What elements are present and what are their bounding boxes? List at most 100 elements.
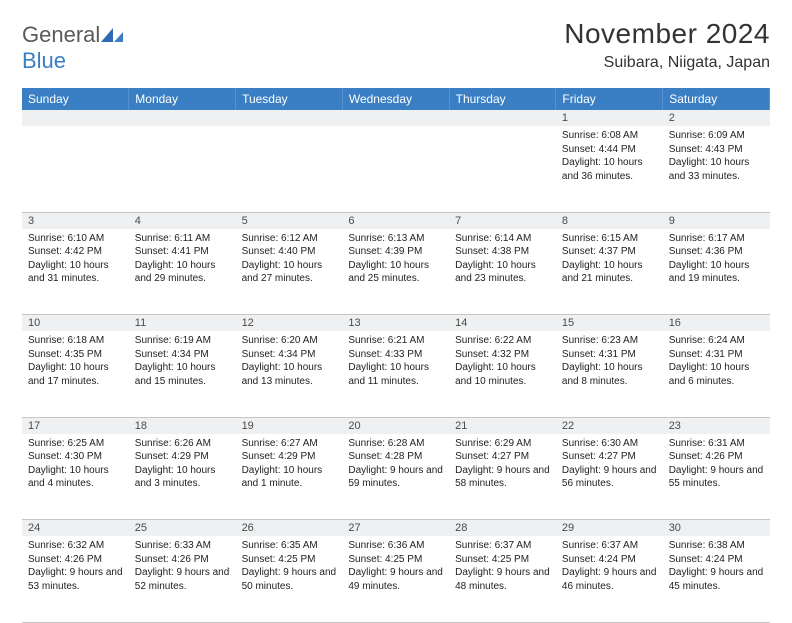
title-block: November 2024 Suibara, Niigata, Japan (564, 18, 770, 72)
day-number: 8 (556, 213, 663, 229)
daynum-cell: 9 (663, 212, 770, 229)
day-cell: Sunrise: 6:19 AMSunset: 4:34 PMDaylight:… (129, 331, 236, 417)
daynum-cell: 3 (22, 212, 129, 229)
day-detail: Sunrise: 6:30 AMSunset: 4:27 PMDaylight:… (556, 434, 663, 495)
daynum-cell: 29 (556, 520, 663, 537)
day-detail: Sunrise: 6:24 AMSunset: 4:31 PMDaylight:… (663, 331, 770, 392)
daynum-cell: 7 (449, 212, 556, 229)
day-header-row: SundayMondayTuesdayWednesdayThursdayFrid… (22, 88, 770, 110)
day-detail: Sunrise: 6:08 AMSunset: 4:44 PMDaylight:… (556, 126, 663, 187)
daynum-row: 17181920212223 (22, 417, 770, 434)
day-number: 20 (342, 418, 449, 434)
day-cell: Sunrise: 6:29 AMSunset: 4:27 PMDaylight:… (449, 434, 556, 520)
week-row: Sunrise: 6:18 AMSunset: 4:35 PMDaylight:… (22, 331, 770, 417)
week-row: Sunrise: 6:10 AMSunset: 4:42 PMDaylight:… (22, 229, 770, 315)
daynum-cell: 2 (663, 110, 770, 126)
day-header: Monday (129, 88, 236, 110)
day-cell: Sunrise: 6:27 AMSunset: 4:29 PMDaylight:… (236, 434, 343, 520)
day-number: 28 (449, 520, 556, 536)
daynum-cell: 4 (129, 212, 236, 229)
day-cell (129, 126, 236, 212)
day-number: 3 (22, 213, 129, 229)
brand-part1: General (22, 22, 100, 47)
day-number: 30 (663, 520, 770, 536)
day-number (236, 110, 343, 114)
day-number: 9 (663, 213, 770, 229)
week-row: Sunrise: 6:32 AMSunset: 4:26 PMDaylight:… (22, 536, 770, 622)
day-detail: Sunrise: 6:15 AMSunset: 4:37 PMDaylight:… (556, 229, 663, 290)
day-number: 23 (663, 418, 770, 434)
day-cell: Sunrise: 6:18 AMSunset: 4:35 PMDaylight:… (22, 331, 129, 417)
day-detail: Sunrise: 6:10 AMSunset: 4:42 PMDaylight:… (22, 229, 129, 290)
calendar-table: SundayMondayTuesdayWednesdayThursdayFrid… (22, 88, 770, 623)
daynum-row: 3456789 (22, 212, 770, 229)
day-number: 4 (129, 213, 236, 229)
daynum-cell: 17 (22, 417, 129, 434)
daynum-cell: 26 (236, 520, 343, 537)
daynum-cell (236, 110, 343, 126)
day-detail: Sunrise: 6:35 AMSunset: 4:25 PMDaylight:… (236, 536, 343, 597)
daynum-cell: 28 (449, 520, 556, 537)
daynum-cell (342, 110, 449, 126)
day-cell: Sunrise: 6:20 AMSunset: 4:34 PMDaylight:… (236, 331, 343, 417)
daynum-cell: 22 (556, 417, 663, 434)
brand-text: General Blue (22, 22, 123, 74)
daynum-cell: 21 (449, 417, 556, 434)
daynum-cell: 25 (129, 520, 236, 537)
day-cell: Sunrise: 6:15 AMSunset: 4:37 PMDaylight:… (556, 229, 663, 315)
brand-logo: General Blue (22, 18, 123, 74)
day-detail: Sunrise: 6:27 AMSunset: 4:29 PMDaylight:… (236, 434, 343, 495)
day-cell: Sunrise: 6:11 AMSunset: 4:41 PMDaylight:… (129, 229, 236, 315)
location: Suibara, Niigata, Japan (564, 54, 770, 72)
day-cell: Sunrise: 6:25 AMSunset: 4:30 PMDaylight:… (22, 434, 129, 520)
day-number: 15 (556, 315, 663, 331)
day-cell: Sunrise: 6:37 AMSunset: 4:25 PMDaylight:… (449, 536, 556, 622)
day-detail: Sunrise: 6:32 AMSunset: 4:26 PMDaylight:… (22, 536, 129, 597)
day-detail: Sunrise: 6:12 AMSunset: 4:40 PMDaylight:… (236, 229, 343, 290)
day-detail: Sunrise: 6:37 AMSunset: 4:24 PMDaylight:… (556, 536, 663, 597)
daynum-cell: 15 (556, 315, 663, 332)
daynum-row: 12 (22, 110, 770, 126)
brand-part2: Blue (22, 48, 66, 73)
day-cell: Sunrise: 6:23 AMSunset: 4:31 PMDaylight:… (556, 331, 663, 417)
day-header: Sunday (22, 88, 129, 110)
daynum-cell: 18 (129, 417, 236, 434)
day-number: 19 (236, 418, 343, 434)
day-cell: Sunrise: 6:32 AMSunset: 4:26 PMDaylight:… (22, 536, 129, 622)
day-cell: Sunrise: 6:13 AMSunset: 4:39 PMDaylight:… (342, 229, 449, 315)
day-detail: Sunrise: 6:19 AMSunset: 4:34 PMDaylight:… (129, 331, 236, 392)
day-cell: Sunrise: 6:26 AMSunset: 4:29 PMDaylight:… (129, 434, 236, 520)
day-number: 13 (342, 315, 449, 331)
day-number: 12 (236, 315, 343, 331)
daynum-row: 10111213141516 (22, 315, 770, 332)
daynum-cell: 12 (236, 315, 343, 332)
daynum-cell: 11 (129, 315, 236, 332)
day-cell: Sunrise: 6:12 AMSunset: 4:40 PMDaylight:… (236, 229, 343, 315)
day-detail: Sunrise: 6:17 AMSunset: 4:36 PMDaylight:… (663, 229, 770, 290)
daynum-row: 24252627282930 (22, 520, 770, 537)
day-number: 24 (22, 520, 129, 536)
day-header: Saturday (663, 88, 770, 110)
daynum-cell: 13 (342, 315, 449, 332)
day-number (22, 110, 129, 114)
day-cell (342, 126, 449, 212)
day-detail: Sunrise: 6:23 AMSunset: 4:31 PMDaylight:… (556, 331, 663, 392)
day-detail: Sunrise: 6:36 AMSunset: 4:25 PMDaylight:… (342, 536, 449, 597)
day-number (342, 110, 449, 114)
day-number: 7 (449, 213, 556, 229)
daynum-cell: 5 (236, 212, 343, 229)
day-header: Wednesday (342, 88, 449, 110)
day-number: 29 (556, 520, 663, 536)
day-cell: Sunrise: 6:35 AMSunset: 4:25 PMDaylight:… (236, 536, 343, 622)
day-detail: Sunrise: 6:33 AMSunset: 4:26 PMDaylight:… (129, 536, 236, 597)
day-detail: Sunrise: 6:13 AMSunset: 4:39 PMDaylight:… (342, 229, 449, 290)
day-number: 18 (129, 418, 236, 434)
day-detail: Sunrise: 6:22 AMSunset: 4:32 PMDaylight:… (449, 331, 556, 392)
daynum-cell: 6 (342, 212, 449, 229)
day-number: 5 (236, 213, 343, 229)
day-header: Friday (556, 88, 663, 110)
day-cell (236, 126, 343, 212)
day-detail: Sunrise: 6:26 AMSunset: 4:29 PMDaylight:… (129, 434, 236, 495)
day-number: 1 (556, 110, 663, 126)
day-number: 14 (449, 315, 556, 331)
